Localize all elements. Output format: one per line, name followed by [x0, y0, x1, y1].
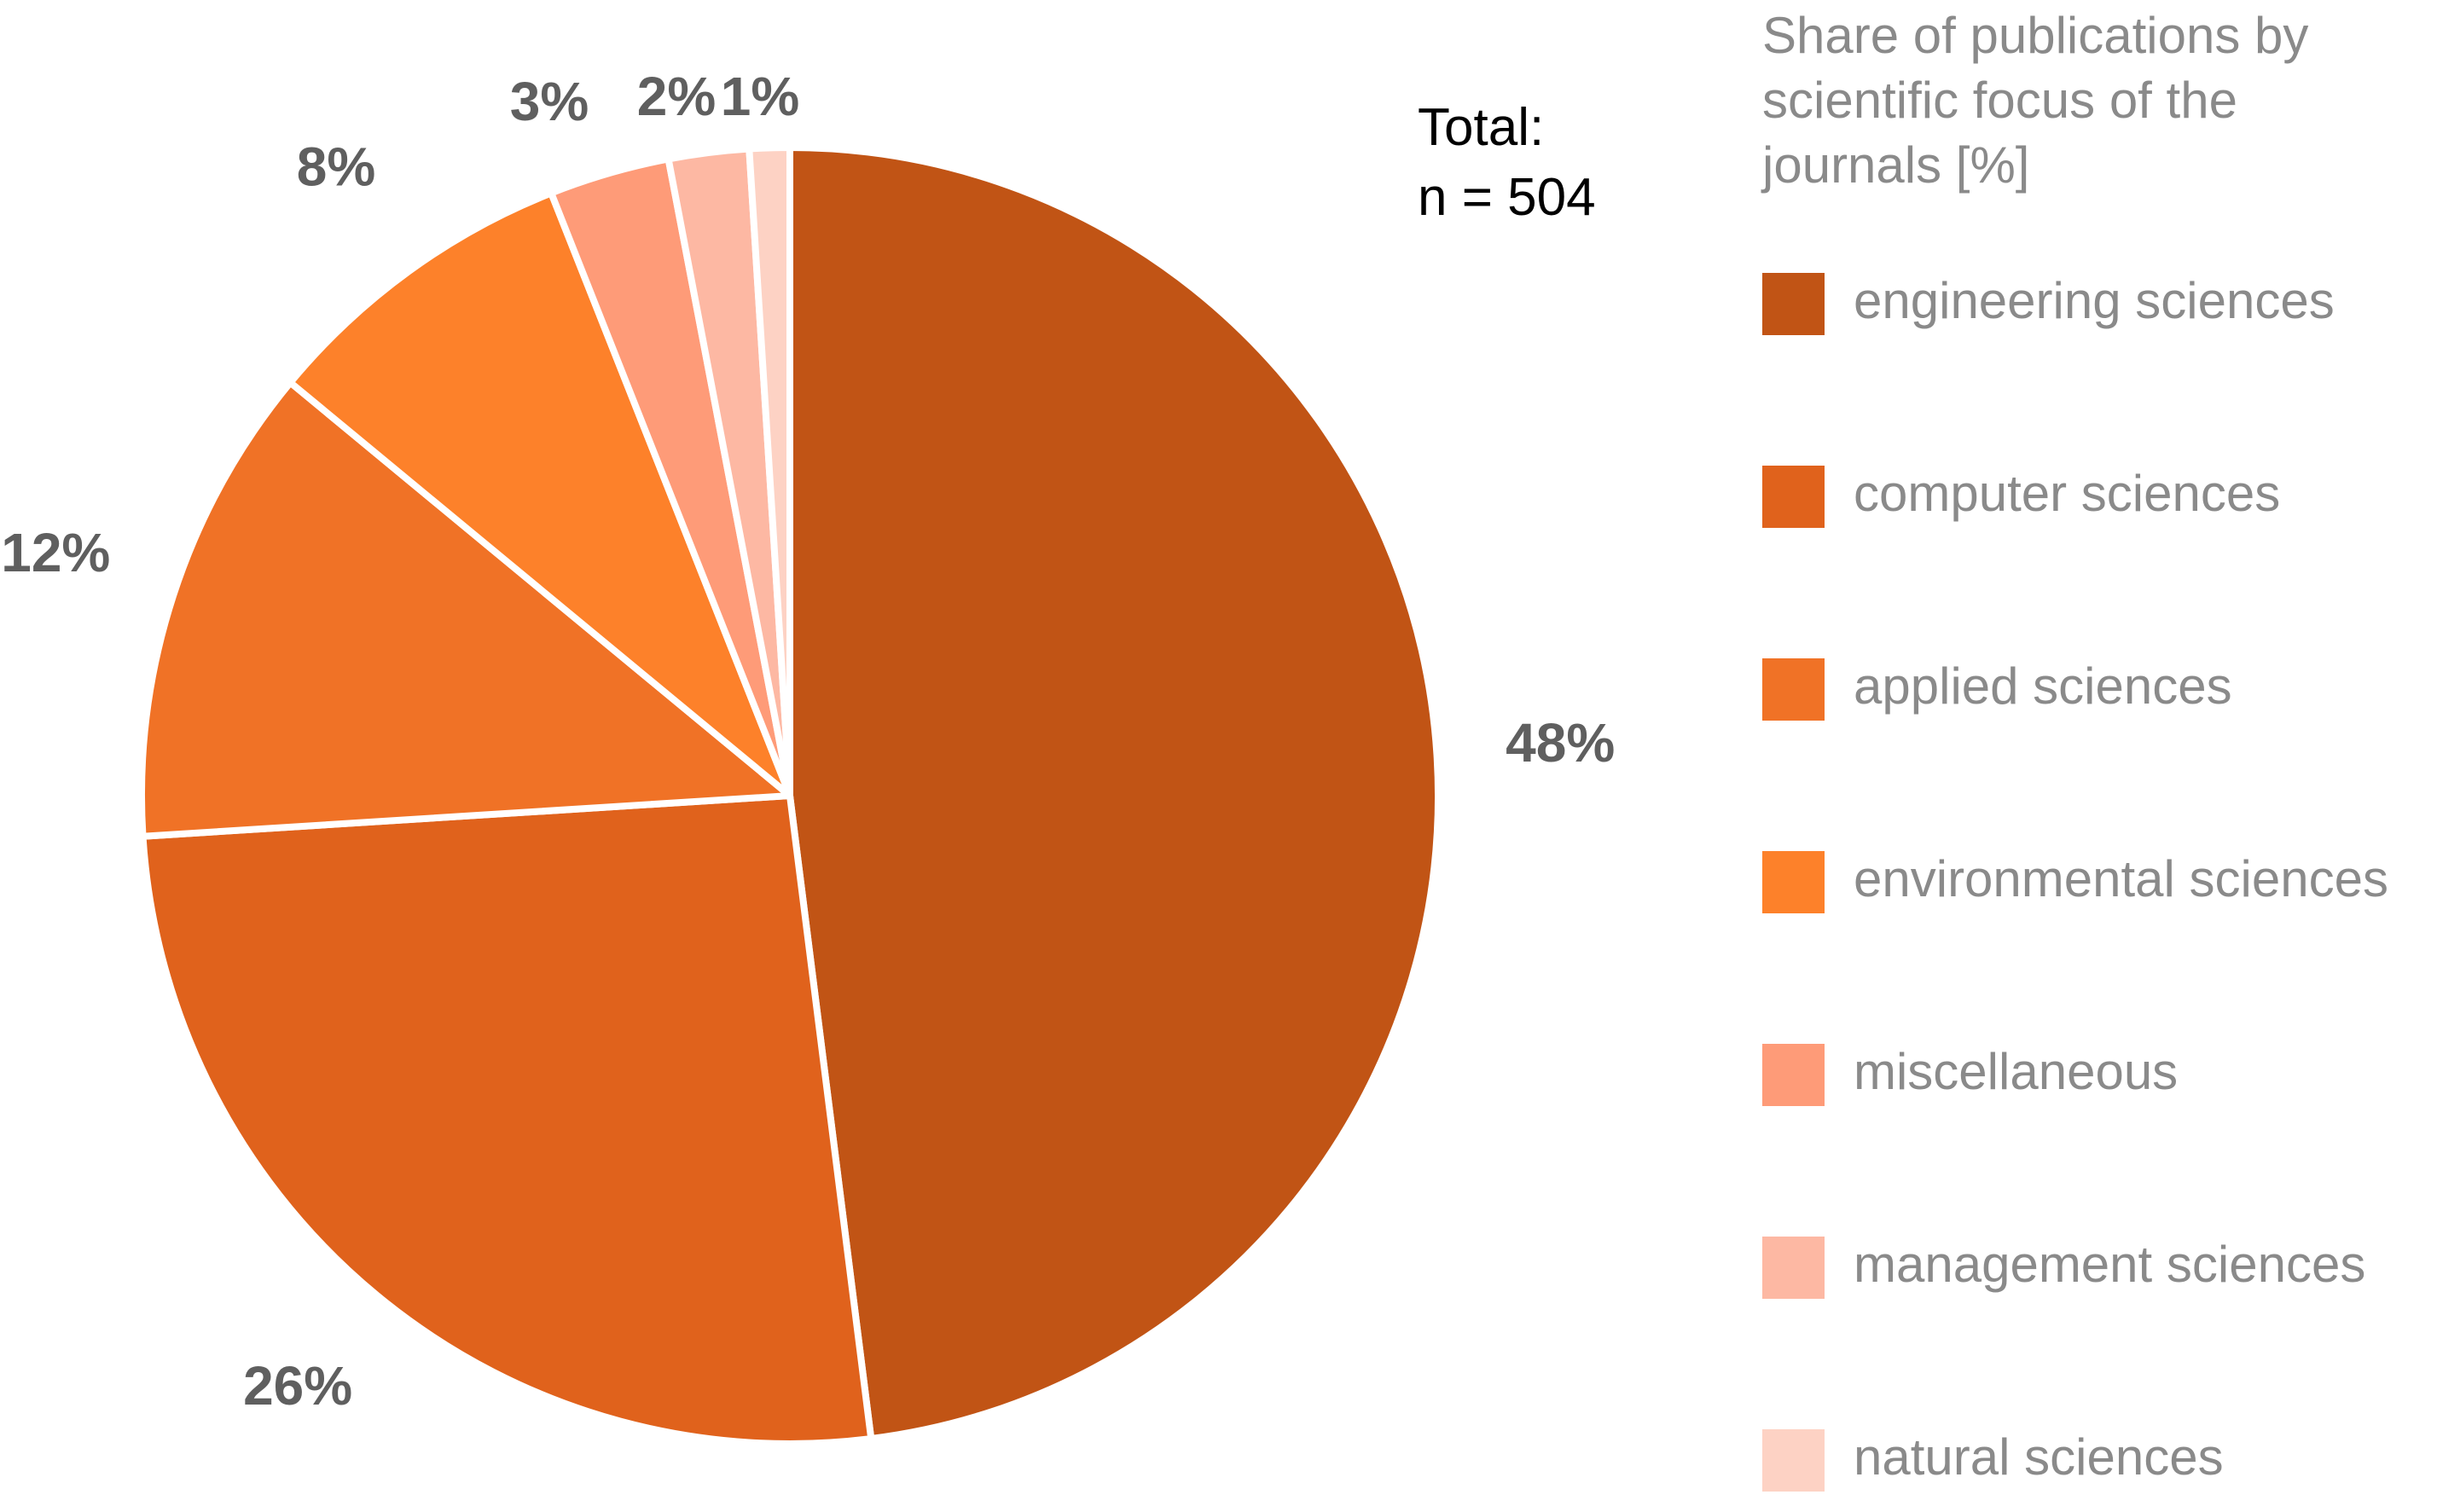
- legend-label-management-sciences: management sciences: [1854, 1236, 2365, 1293]
- pie-slice-natural-sciences: [746, 144, 793, 799]
- slice-label-natural-sciences: 1%: [721, 66, 800, 127]
- legend-label-natural-sciences: natural sciences: [1854, 1428, 2224, 1486]
- legend-items: engineering sciences computer sciences app…: [1762, 272, 2388, 1492]
- legend-title-line-3: journals [%]: [1761, 136, 2029, 194]
- legend-swatch-environmental-sciences: [1762, 851, 1825, 913]
- pie-slice-applied-sciences: [138, 379, 793, 840]
- legend: Share of publications by scientific focu…: [1761, 7, 2388, 1492]
- legend-label-engineering-sciences: engineering sciences: [1854, 272, 2335, 329]
- legend-title-line-1: Share of publications by: [1762, 7, 2308, 64]
- legend-swatch-management-sciences: [1762, 1237, 1825, 1299]
- legend-label-applied-sciences: applied sciences: [1854, 658, 2232, 715]
- slice-label-applied-sciences: 12%: [1, 522, 110, 583]
- slice-label-management-sciences: 2%: [637, 66, 717, 127]
- legend-title-line-2: scientific focus of the: [1762, 72, 2237, 129]
- total-annotation: Total: n = 504: [1418, 98, 1596, 227]
- slice-label-computer-sciences: 26%: [243, 1355, 352, 1416]
- slice-label-environmental-sciences: 8%: [297, 136, 376, 198]
- pie-slice-engineering-sciences: [786, 144, 1442, 1443]
- pie-slice-computer-sciences: [139, 792, 875, 1447]
- legend-swatch-engineering-sciences: [1762, 273, 1825, 335]
- legend-swatch-miscellaneous: [1762, 1044, 1825, 1106]
- slice-label-engineering-sciences: 48%: [1506, 712, 1615, 773]
- legend-label-computer-sciences: computer sciences: [1854, 465, 2280, 522]
- pie-slices: [138, 144, 1442, 1447]
- legend-swatch-applied-sciences: [1762, 658, 1825, 721]
- slice-labels: 48% 26% 12% 8% 3% 2% 1%: [1, 66, 1615, 1416]
- legend-label-miscellaneous: miscellaneous: [1854, 1043, 2178, 1100]
- total-count: n = 504: [1418, 168, 1596, 227]
- legend-swatch-natural-sciences: [1762, 1429, 1825, 1492]
- legend-swatch-computer-sciences: [1762, 466, 1825, 528]
- slice-label-miscellaneous: 3%: [510, 71, 589, 132]
- total-label: Total:: [1418, 98, 1544, 157]
- legend-label-environmental-sciences: environmental sciences: [1854, 850, 2388, 907]
- pie-slice-environmental-sciences: [287, 189, 793, 799]
